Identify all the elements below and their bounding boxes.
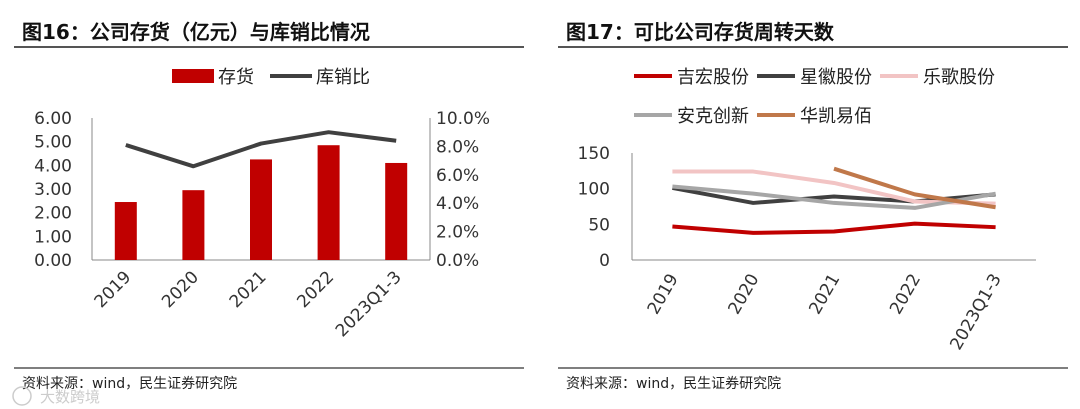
- fig17-x-label: 2022: [886, 271, 925, 318]
- fig16-right-ticks: 0.0% 2.0% 4.0% 6.0% 8.0% 10.0%: [436, 109, 490, 271]
- fig16-title: 图16：公司存货（亿元）与库销比情况: [22, 20, 370, 44]
- fig16-left-tick-label: 1.00: [34, 227, 72, 247]
- fig17-legend: 吉宏股份 星徽股份 乐歌股份 安克创新 华凯易佰: [634, 67, 995, 127]
- fig16-left-ticks: 0.00 1.00 2.00 3.00 4.00 5.00 6.00: [34, 109, 72, 271]
- fig16-left-tick-label: 3.00: [34, 180, 72, 200]
- fig17-x-label: 2023Q1-3: [946, 271, 1006, 354]
- fig16-left-tick-label: 6.00: [34, 109, 72, 129]
- fig17-lines: [672, 166, 996, 235]
- fig17-x-labels: 2019 2020 2021 2022 2023Q1-3: [644, 271, 1006, 354]
- fig16-legend-bar-label: 存货: [218, 67, 254, 88]
- watermark-logo: [12, 386, 32, 406]
- fig17-series-line-5: [833, 166, 996, 210]
- fig17-x-label: 2019: [644, 271, 683, 318]
- fig16-x-label: 2020: [158, 267, 203, 312]
- fig17-legend-label-4: 安克创新: [677, 106, 749, 127]
- fig17-y-ticks: 0 50 100 150: [578, 144, 610, 271]
- fig17-title: 图17：可比公司存货周转天数: [566, 20, 835, 44]
- fig16-x-label: 2022: [293, 267, 338, 312]
- fig17-legend-label-5: 华凯易佰: [800, 106, 872, 127]
- right-panel: 图17：可比公司存货周转天数 吉宏股份 星徽股份 乐歌股份 安克创新 华凯易佰 …: [558, 20, 1068, 392]
- fig16-x-label: 2021: [226, 267, 271, 312]
- fig16-bar: [250, 159, 272, 260]
- fig17-x-label: 2020: [725, 271, 764, 318]
- fig16-left-tick-label: 4.00: [34, 156, 72, 176]
- fig16-left-tick-label: 0.00: [34, 251, 72, 271]
- fig17-series-line-1: [672, 221, 996, 235]
- fig16-bar: [182, 190, 205, 260]
- fig16-bar: [317, 145, 340, 260]
- fig16-bar: [385, 162, 408, 260]
- fig16-right-tick-label: 4.0%: [436, 194, 479, 214]
- fig16-x-label: 2023Q1-3: [332, 267, 406, 341]
- fig16-right-tick-label: 6.0%: [436, 166, 479, 186]
- fig16-line-kuxiaobi: [125, 130, 397, 169]
- fig16-bars: [114, 145, 408, 260]
- fig17-series-line-4: [672, 184, 996, 210]
- fig16-source: 资料来源：wind，民生证券研究院: [22, 376, 237, 392]
- fig16-left-tick-label: 2.00: [34, 204, 72, 224]
- watermark: 大数跨境: [40, 388, 100, 406]
- fig16-line-series: [125, 130, 397, 169]
- fig17-legend-label-2: 星徽股份: [800, 67, 872, 88]
- fig16-right-tick-label: 0.0%: [436, 251, 479, 271]
- fig16-right-tick-label: 10.0%: [436, 109, 490, 129]
- fig16-legend-line-label: 库销比: [316, 67, 370, 88]
- fig17-legend-label-3: 乐歌股份: [923, 67, 995, 88]
- fig17-source: 资料来源：wind，民生证券研究院: [566, 376, 781, 392]
- fig17-x-label: 2021: [805, 271, 844, 318]
- fig16-right-tick-label: 2.0%: [436, 223, 479, 243]
- fig17-legend-label-1: 吉宏股份: [677, 67, 749, 88]
- fig17-y-tick-label: 150: [578, 144, 610, 164]
- fig17-y-tick-label: 50: [588, 215, 610, 235]
- fig16-left-tick-label: 5.00: [34, 133, 72, 153]
- fig16-legend-bar-swatch: [172, 69, 214, 83]
- left-panel: 图16：公司存货（亿元）与库销比情况 存货 库销比 0.00 1.00 2.00 3.…: [14, 20, 524, 392]
- fig16-x-label: 2019: [91, 267, 136, 312]
- fig16-bar: [114, 202, 137, 260]
- fig16-right-tick-label: 8.0%: [436, 137, 479, 157]
- fig17-y-tick-label: 100: [578, 180, 610, 200]
- fig17-y-tick-label: 0: [599, 251, 610, 271]
